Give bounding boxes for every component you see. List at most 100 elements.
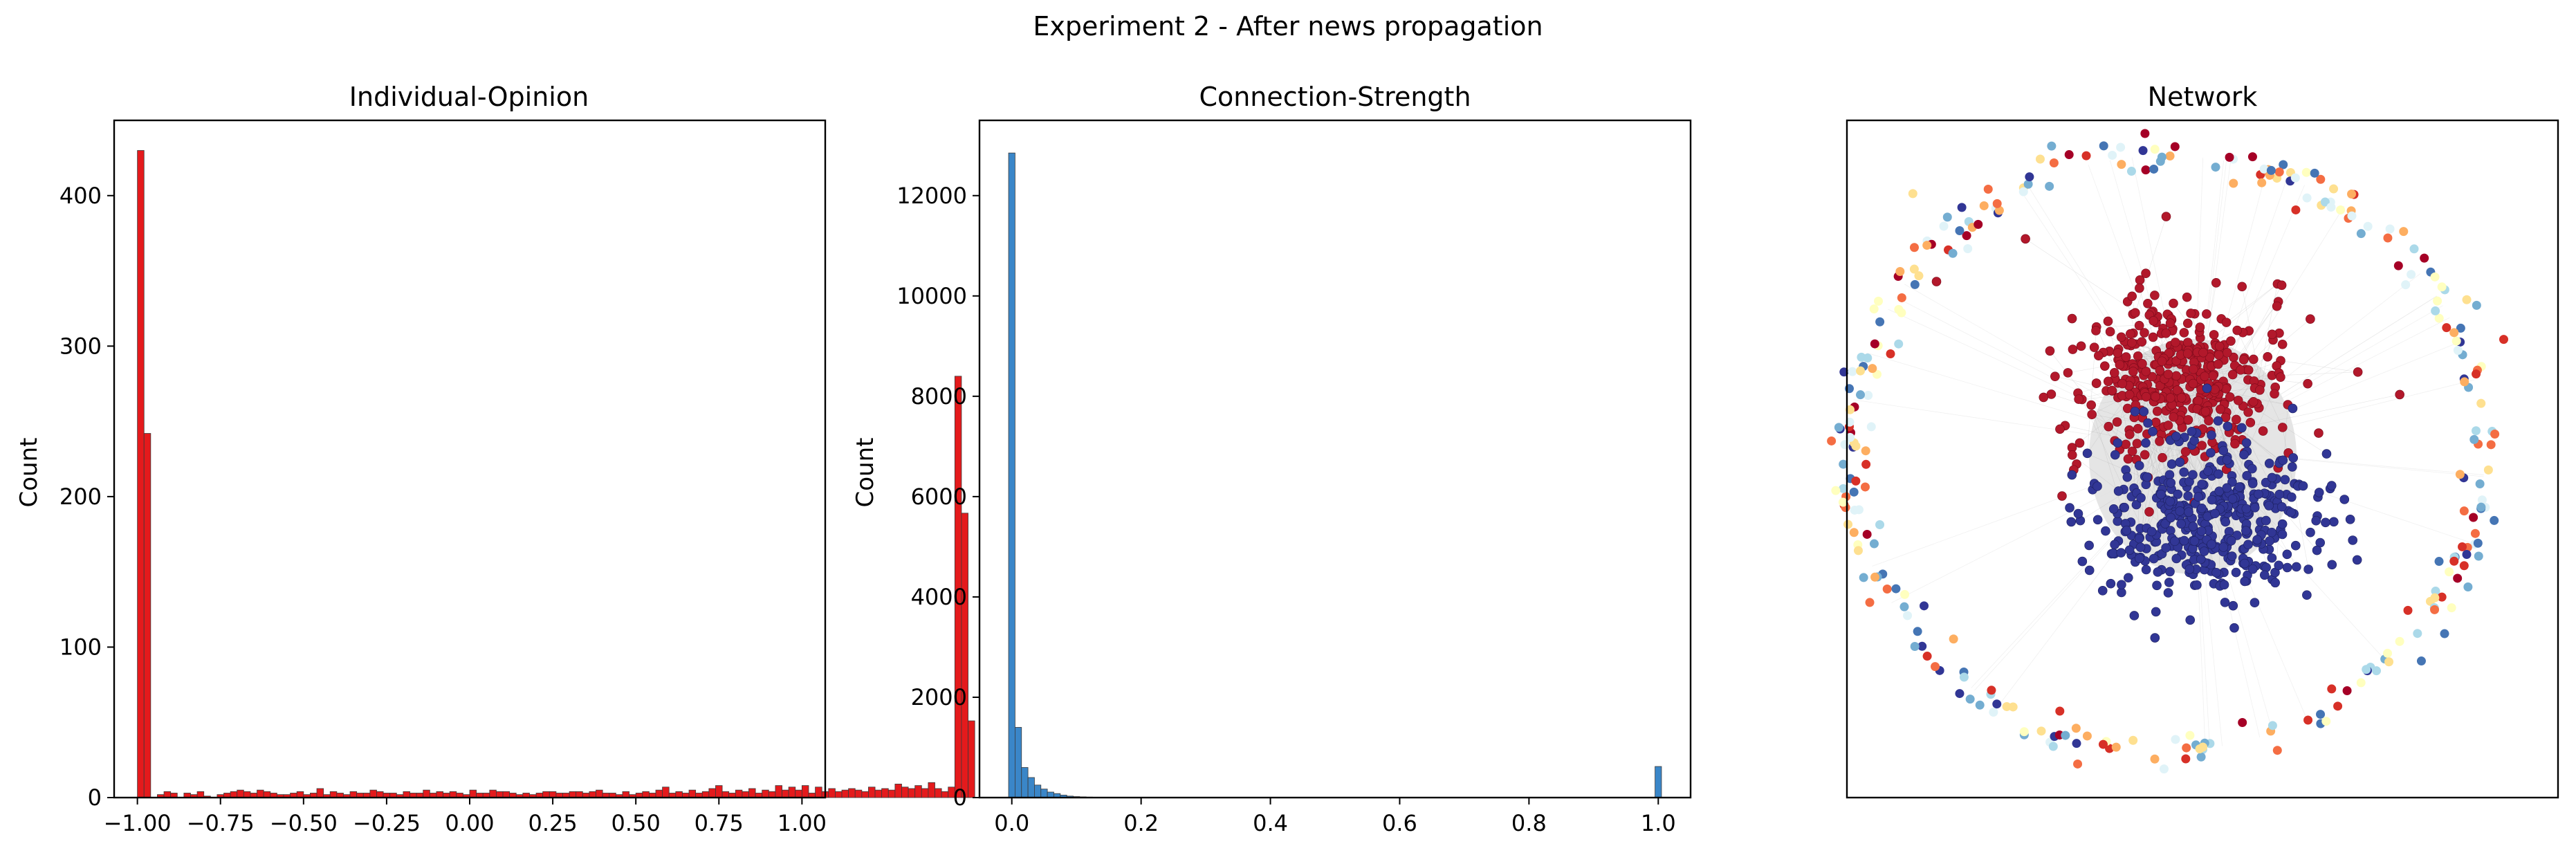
network-node xyxy=(2098,739,2108,749)
network-node xyxy=(1897,308,1906,318)
network-node xyxy=(2353,367,2363,377)
network-node xyxy=(2156,489,2166,499)
network-node xyxy=(1908,189,1917,199)
network-node xyxy=(2124,573,2133,582)
network-node xyxy=(2490,429,2500,439)
network-node xyxy=(2067,450,2077,460)
network-node xyxy=(2057,491,2067,501)
network-node xyxy=(1860,482,1870,492)
network-node xyxy=(2155,436,2164,446)
network-edge xyxy=(2236,330,2283,428)
network-node xyxy=(2122,472,2133,482)
network-node xyxy=(2459,506,2469,516)
network-node xyxy=(2141,438,2151,448)
network-node xyxy=(2258,426,2268,436)
network-node xyxy=(2126,167,2136,176)
network-node xyxy=(2112,417,2122,427)
network-node xyxy=(2267,329,2277,340)
network-node xyxy=(1861,446,1870,456)
network-node xyxy=(2063,368,2073,378)
network-node xyxy=(2303,564,2313,574)
network-node xyxy=(1955,226,1965,235)
network-node xyxy=(2141,367,2151,376)
histogram-bar xyxy=(788,787,796,798)
network-node xyxy=(2243,407,2253,417)
network-node xyxy=(2138,146,2148,156)
network-node xyxy=(1992,699,2002,709)
network-node xyxy=(1914,271,1924,281)
network-node xyxy=(2416,656,2426,666)
network-node xyxy=(2169,412,2178,422)
network-node xyxy=(2176,393,2187,403)
histogram-bar xyxy=(928,782,935,798)
network-node xyxy=(2072,739,2081,748)
network-node xyxy=(2141,165,2151,175)
network-node xyxy=(2362,665,2371,674)
network-node xyxy=(2282,549,2292,560)
network-node xyxy=(2437,592,2447,602)
network-node xyxy=(1963,244,1973,254)
network-node xyxy=(2076,341,2086,351)
network-node xyxy=(2211,163,2220,172)
network-node xyxy=(1909,264,1919,274)
network-node xyxy=(2023,179,2033,189)
network-node xyxy=(2225,392,2235,402)
histogram-bar xyxy=(196,791,205,798)
network-node xyxy=(2129,611,2140,620)
x-tick-label: 0.25 xyxy=(528,810,577,836)
network-node xyxy=(2306,314,2315,324)
network-node xyxy=(2470,528,2480,538)
network-node xyxy=(2280,475,2290,485)
network-node xyxy=(2291,205,2301,214)
network-node xyxy=(2267,527,2276,537)
bars xyxy=(137,150,975,798)
network-node xyxy=(2431,306,2440,315)
network-node xyxy=(2108,150,2117,160)
network-node xyxy=(2128,367,2138,376)
axes: −1.00 −0.75 −0.50 −0.25 0.00 0.25 0.50 0.75 1.00… xyxy=(59,183,827,836)
network-node xyxy=(1994,205,2004,215)
network-node xyxy=(2250,598,2260,608)
network-node xyxy=(2108,548,2118,558)
network-node xyxy=(2239,450,2249,460)
network-node xyxy=(2274,167,2284,177)
network-node xyxy=(2499,335,2508,344)
network-node xyxy=(2021,234,2030,244)
network-node xyxy=(1849,528,1859,537)
network-node xyxy=(1868,364,1877,374)
network-node xyxy=(2152,406,2162,416)
x-tick-label: −0.50 xyxy=(270,810,338,836)
network-node xyxy=(2236,365,2245,375)
histogram-bar xyxy=(914,785,922,798)
histogram-bar xyxy=(496,791,504,798)
histogram-bar xyxy=(576,791,583,798)
network-node xyxy=(2073,508,2083,519)
network-node xyxy=(2175,457,2185,467)
network-node xyxy=(2206,448,2216,458)
histogram-bar xyxy=(257,789,264,798)
network-node xyxy=(2163,421,2173,430)
network-node xyxy=(2152,580,2162,591)
histogram-bar xyxy=(263,791,271,798)
network-node xyxy=(2383,233,2393,243)
network-node xyxy=(2092,481,2102,491)
network-node xyxy=(1957,203,1967,212)
network-node xyxy=(2171,338,2180,347)
network-node xyxy=(2183,338,2193,347)
network-node xyxy=(2214,350,2224,360)
histogram-bar xyxy=(237,789,244,798)
network-node xyxy=(1839,484,1848,493)
network-node xyxy=(2192,580,2202,590)
network-node xyxy=(2276,280,2287,291)
network-node xyxy=(2462,550,2472,560)
network-node xyxy=(2248,396,2258,407)
network-node xyxy=(1910,279,1920,289)
network-node xyxy=(2326,481,2337,490)
histogram-bar xyxy=(675,791,683,798)
network-node xyxy=(2182,292,2192,302)
network-edge xyxy=(2241,286,2261,385)
network-node xyxy=(2430,593,2440,603)
plot-frame xyxy=(978,119,1692,799)
network-node xyxy=(2483,465,2493,475)
network-node xyxy=(2413,629,2422,638)
